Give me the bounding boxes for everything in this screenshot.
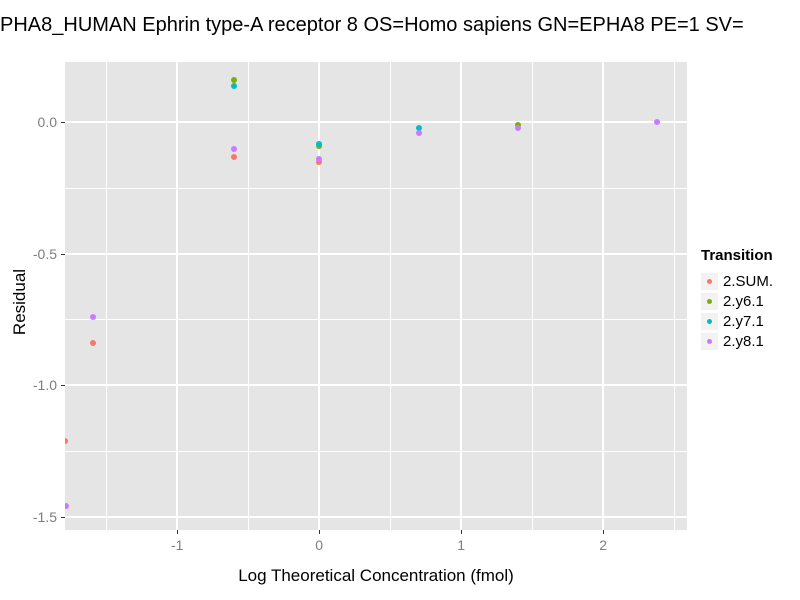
major-gridline-x <box>602 62 605 530</box>
legend-key <box>701 292 718 310</box>
x-tick-label: 0 <box>315 537 324 553</box>
legend-dot-icon <box>707 318 712 324</box>
data-point-2.SUM. <box>230 153 237 160</box>
data-point-2.SUM. <box>65 437 68 444</box>
x-axis-tick <box>177 530 179 534</box>
major-gridline-y <box>65 384 687 387</box>
data-point-2.y8.1 <box>230 145 237 152</box>
legend-entry-label: 2.y8.1 <box>723 332 764 350</box>
data-point-2.y8.1 <box>515 124 521 131</box>
major-gridline-x <box>176 62 179 530</box>
major-gridline-x <box>460 62 463 530</box>
legend-key <box>701 272 718 290</box>
y-tick-label: -1.0 <box>32 377 57 394</box>
data-point-2.SUM. <box>90 340 97 347</box>
y-tick-label: -0.5 <box>32 245 57 262</box>
legend-key <box>701 332 718 350</box>
data-point-2.y8.1 <box>415 129 422 136</box>
legend-dot-icon <box>707 338 712 344</box>
minor-gridline-x <box>389 62 391 530</box>
x-tick-label: 1 <box>457 537 466 553</box>
data-point-2.y7.1 <box>230 82 237 89</box>
legend-entries: 2.SUM. 2.y6.1 2.y7.1 2.y8.1 <box>701 271 797 351</box>
legend-entry: 2.y6.1 <box>701 291 797 311</box>
legend-entry-label: 2.y6.1 <box>723 292 764 310</box>
legend-key <box>701 312 718 330</box>
major-gridline-x <box>318 62 321 530</box>
legend-dot-icon <box>707 278 712 284</box>
data-point-2.y8.1 <box>316 156 323 163</box>
minor-gridline-x <box>531 62 533 530</box>
data-point-2.y8.1 <box>90 314 97 321</box>
legend-entry: 2.y7.1 <box>701 311 797 331</box>
minor-gridline-y <box>65 450 687 452</box>
minor-gridline-y <box>65 319 687 321</box>
y-tick-label: 0.0 <box>37 114 57 131</box>
major-gridline-y <box>65 121 687 124</box>
legend-dot-icon <box>707 298 712 304</box>
y-tick-label: -1.5 <box>32 508 57 525</box>
legend: Transition 2.SUM. 2.y6.1 2.y7.1 2.y8.1 <box>701 247 797 351</box>
minor-gridline-x <box>673 62 675 530</box>
y-axis-title: Residual <box>10 268 29 336</box>
x-axis-title: Log Theoretical Concentration (fmol) <box>238 566 514 585</box>
plot-panel <box>65 62 687 530</box>
plot-title: PHA8_HUMAN Ephrin type-A receptor 8 OS=H… <box>0 14 744 36</box>
y-axis-tick <box>61 122 65 124</box>
x-axis-tick <box>461 530 463 534</box>
y-axis-tick <box>61 516 65 518</box>
x-tick-label: 2 <box>599 537 608 553</box>
legend-entry: 2.SUM. <box>701 271 797 291</box>
major-gridline-y <box>65 252 687 255</box>
y-axis-tick <box>61 253 65 255</box>
data-point-2.y8.1 <box>65 503 70 510</box>
data-point-2.y6.1 <box>230 77 237 84</box>
major-gridline-y <box>65 515 687 518</box>
minor-gridline-x <box>105 62 107 530</box>
legend-title: Transition <box>701 247 773 264</box>
data-point-2.y8.1 <box>654 119 661 126</box>
legend-entry: 2.y8.1 <box>701 331 797 351</box>
minor-gridline-x <box>247 62 249 530</box>
legend-entry-label: 2.SUM. <box>723 272 774 290</box>
data-point-2.y7.1 <box>316 140 323 147</box>
minor-gridline-y <box>65 187 687 189</box>
x-axis-tick <box>603 530 605 534</box>
x-tick-label: -1 <box>170 537 184 553</box>
data-point-2.y7.1 <box>415 124 422 131</box>
y-axis-tick <box>61 385 65 387</box>
x-axis-tick <box>319 530 321 534</box>
legend-entry-label: 2.y7.1 <box>723 312 764 330</box>
